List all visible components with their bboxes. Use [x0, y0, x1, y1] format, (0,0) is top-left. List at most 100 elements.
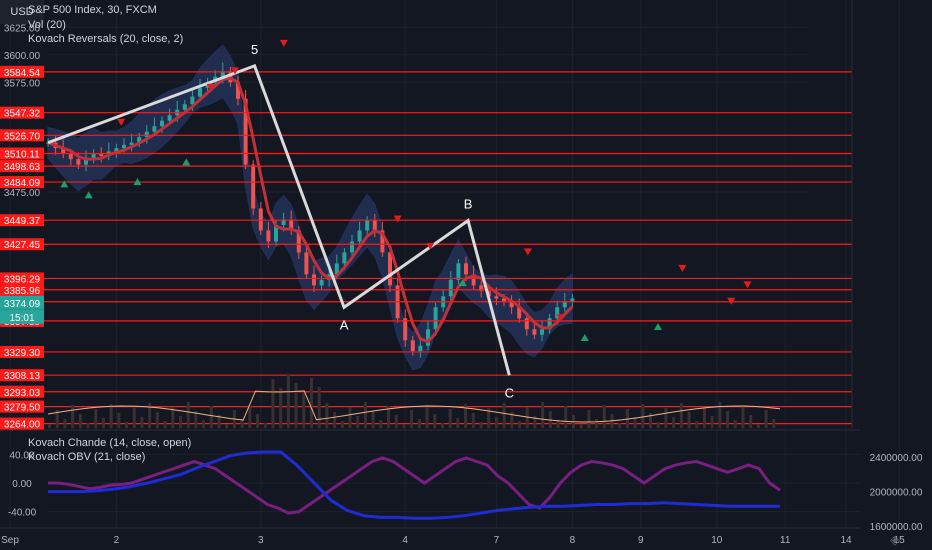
volume-bar — [286, 374, 290, 428]
legend-main[interactable]: S&P 500 Index, 30, FXCM — [28, 4, 157, 16]
candle-body — [160, 120, 164, 127]
obv-line — [48, 450, 780, 520]
chande-line — [48, 456, 781, 515]
reversal-markers — [60, 39, 752, 342]
osc-y-tick: -40.00 — [8, 508, 37, 519]
candle-body — [471, 274, 476, 286]
candle-body — [365, 220, 370, 231]
volume-bar — [541, 402, 545, 428]
volume-bar — [456, 418, 460, 428]
price-level-tag — [0, 385, 44, 398]
volume-bar — [633, 418, 637, 428]
reversal-down-marker — [523, 248, 532, 256]
candle-body — [144, 131, 149, 138]
candle-body — [562, 301, 567, 308]
volume-bar — [117, 413, 121, 428]
price-level-tag — [0, 417, 44, 430]
grid-lines — [9, 0, 900, 528]
volume-bar — [225, 424, 229, 428]
volume-bar — [425, 405, 429, 428]
volume-bar — [279, 388, 283, 428]
volume-bar — [464, 404, 468, 428]
price-level-tag — [0, 238, 44, 251]
volume-bar — [687, 412, 691, 428]
price-level-label: 3385.96 — [4, 286, 41, 297]
candle-body — [350, 241, 354, 253]
volume-bar — [101, 418, 105, 428]
volume-bar — [702, 407, 706, 428]
candle-body — [403, 318, 408, 341]
candle-body — [555, 307, 560, 319]
price-level-label: 3396.29 — [4, 274, 41, 285]
price-level-label: 3449.37 — [4, 216, 41, 227]
reversal-down-marker — [279, 39, 288, 47]
candle-body — [547, 318, 552, 330]
y-tick-label: 3475.00 — [4, 188, 41, 199]
countdown-tag — [0, 309, 44, 324]
price-level-tag — [0, 400, 44, 413]
currency-label: USD — [0, 0, 44, 24]
volume-bar — [487, 408, 491, 428]
candle-body — [388, 252, 392, 286]
legend-obv[interactable]: Kovach OBV (21, close) — [28, 451, 146, 463]
legend-chande[interactable]: Kovach Chande (14, close, open) — [28, 437, 192, 449]
legend-volume[interactable]: Vol (20) — [28, 19, 66, 31]
price-level-label: 3547.32 — [4, 109, 41, 120]
volume-bar — [579, 424, 583, 428]
reversal-down-marker — [206, 83, 215, 91]
volume-bar — [186, 402, 190, 428]
candle-body — [296, 230, 301, 253]
volume-bar — [741, 406, 745, 428]
candle-body — [122, 144, 126, 149]
volume-bar — [132, 408, 136, 428]
volume-bar — [710, 416, 714, 428]
candle-body — [274, 224, 278, 242]
x-tick-label: 4 — [402, 535, 408, 546]
volume-bar — [518, 421, 522, 428]
reversal-up-marker — [133, 178, 142, 186]
volume-bar — [209, 406, 213, 428]
elliott-wave: 5 A B C — [47, 42, 514, 400]
volume-pane — [47, 374, 781, 428]
volume-bar — [641, 404, 645, 428]
volume-bar — [402, 424, 406, 428]
price-level-tag — [0, 160, 44, 173]
bollinger-band — [47, 44, 573, 371]
candle-body — [448, 279, 453, 297]
candle-body — [61, 148, 66, 154]
candle-body — [99, 153, 104, 156]
price-level-tag — [0, 129, 44, 142]
volume-bar — [510, 412, 514, 428]
tradingview-logo-icon: ◈ — [890, 532, 900, 547]
price-level-tag — [0, 283, 44, 296]
volatility-bands — [47, 44, 573, 371]
obv-y-tick: 1600000.00 — [870, 522, 923, 533]
volume-bar — [564, 406, 568, 428]
reversal-up-marker — [458, 279, 467, 287]
candle-body — [129, 142, 134, 145]
price-level-label: 3484.09 — [4, 178, 41, 189]
candle-body — [479, 285, 484, 291]
volume-bar — [433, 414, 437, 428]
volume-bar — [317, 387, 321, 428]
volume-bar — [148, 403, 152, 428]
price-level-tag — [0, 369, 44, 382]
candle-body — [456, 263, 461, 280]
volume-bar — [595, 419, 599, 428]
volume-bar — [248, 405, 252, 428]
candle-body — [289, 219, 294, 231]
candle-body — [532, 329, 537, 335]
candle-body — [342, 252, 347, 264]
y-tick-label: 3575.00 — [4, 78, 41, 89]
volume-bar — [679, 403, 683, 428]
legend-reversals[interactable]: Kovach Reversals (20, close, 2) — [28, 33, 184, 45]
x-tick-label: 11 — [780, 535, 791, 546]
price-level-label: 3427.45 — [4, 240, 41, 251]
candle-body — [198, 87, 202, 97]
candle-body — [182, 104, 187, 110]
candle-body — [517, 307, 522, 319]
volume-bar — [371, 411, 375, 428]
candle-body — [319, 279, 324, 286]
candle-body — [258, 208, 263, 231]
